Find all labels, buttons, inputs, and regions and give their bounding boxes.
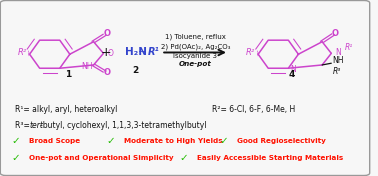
Text: O: O bbox=[104, 29, 111, 38]
Text: R¹= alkyl, aryl, heteroalkyl: R¹= alkyl, aryl, heteroalkyl bbox=[15, 105, 117, 114]
Text: R¹: R¹ bbox=[345, 43, 353, 52]
Text: ✓: ✓ bbox=[180, 153, 188, 163]
Text: O: O bbox=[108, 49, 114, 58]
Text: H₂N: H₂N bbox=[125, 47, 147, 57]
Text: R¹: R¹ bbox=[148, 47, 160, 57]
Text: 2) Pd(OAc)₂, Ag₂CO₃: 2) Pd(OAc)₂, Ag₂CO₃ bbox=[161, 43, 230, 50]
Text: R³: R³ bbox=[333, 67, 341, 76]
Text: One-pot: One-pot bbox=[179, 61, 212, 67]
Text: 4: 4 bbox=[289, 70, 295, 79]
Text: Broad Scope: Broad Scope bbox=[29, 138, 80, 144]
Text: One-pot and Operational Simplicity: One-pot and Operational Simplicity bbox=[29, 155, 174, 161]
Text: isocyanide 3: isocyanide 3 bbox=[173, 53, 217, 59]
Text: 1) Toluene, reflux: 1) Toluene, reflux bbox=[165, 34, 226, 40]
Text: -butyl, cyclohexyl, 1,1,3,3-tetramethylbutyl: -butyl, cyclohexyl, 1,1,3,3-tetramethylb… bbox=[40, 121, 207, 130]
Text: tert: tert bbox=[29, 121, 43, 130]
Text: O: O bbox=[332, 29, 339, 38]
Text: Moderate to High Yields: Moderate to High Yields bbox=[124, 138, 223, 144]
Text: R²: R² bbox=[17, 48, 26, 57]
Text: Easily Accessible Starting Materials: Easily Accessible Starting Materials bbox=[197, 155, 343, 161]
Text: N: N bbox=[290, 65, 296, 74]
Text: R³=: R³= bbox=[15, 121, 32, 130]
Text: 2: 2 bbox=[133, 66, 139, 75]
Text: N: N bbox=[335, 48, 341, 57]
Text: ✓: ✓ bbox=[11, 153, 20, 163]
Text: R²= 6-Cl, 6-F, 6-Me, H: R²= 6-Cl, 6-F, 6-Me, H bbox=[212, 105, 296, 114]
FancyBboxPatch shape bbox=[0, 1, 370, 175]
Text: O: O bbox=[104, 68, 111, 77]
Text: ⌇: ⌇ bbox=[256, 51, 259, 56]
Text: ✓: ✓ bbox=[220, 136, 229, 146]
Text: −: − bbox=[138, 47, 147, 57]
Text: +: + bbox=[101, 46, 112, 59]
Text: ✓: ✓ bbox=[11, 136, 20, 146]
Text: Good Regioselectivity: Good Regioselectivity bbox=[237, 138, 326, 144]
Text: NH: NH bbox=[332, 56, 344, 65]
Text: R²: R² bbox=[246, 48, 255, 57]
Text: NH: NH bbox=[81, 62, 93, 71]
Text: ✓: ✓ bbox=[106, 136, 115, 146]
Text: 1: 1 bbox=[65, 70, 71, 79]
Text: ⌇: ⌇ bbox=[27, 51, 30, 56]
